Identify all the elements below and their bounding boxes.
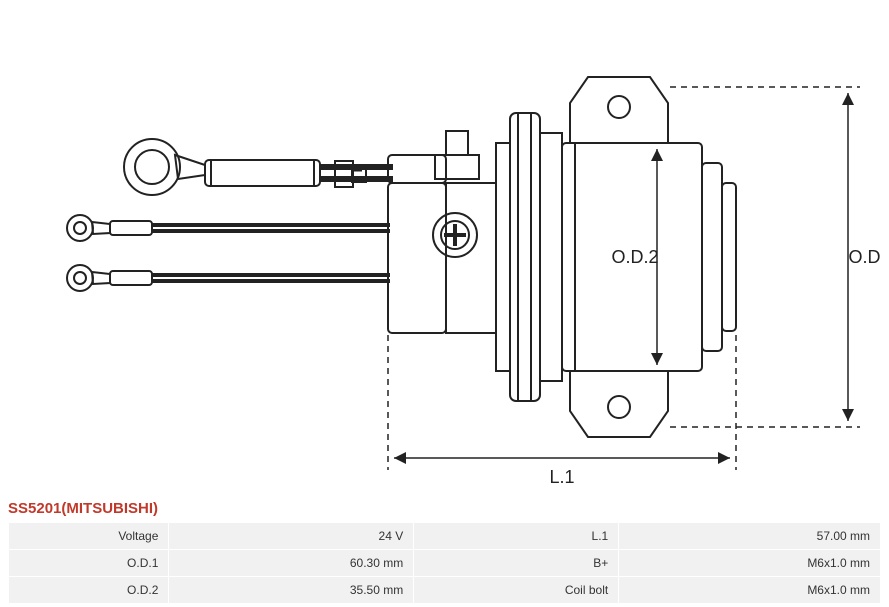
od2-label: O.D.2 [611, 247, 658, 267]
spec-label: B+ [414, 550, 618, 576]
spec-label: O.D.1 [9, 550, 168, 576]
spec-label: L.1 [414, 523, 618, 549]
spec-value: 24 V [169, 523, 413, 549]
spec-value: 60.30 mm [169, 550, 413, 576]
spec-value: M6x1.0 mm [619, 550, 880, 576]
table-row: O.D.2 35.50 mm Coil bolt M6x1.0 mm [9, 577, 880, 603]
part-title-text: SS5201(MITSUBISHI) [8, 500, 158, 517]
spec-value: M6x1.0 mm [619, 577, 880, 603]
part-diagram-svg: O.D.2 O.D.1 L.1 [10, 15, 880, 495]
spec-value: 57.00 mm [619, 523, 880, 549]
technical-drawing: O.D.2 O.D.1 L.1 [10, 15, 880, 495]
spec-table: Voltage 24 V L.1 57.00 mm O.D.1 60.30 mm… [8, 522, 881, 604]
spec-label: O.D.2 [9, 577, 168, 603]
l1-label: L.1 [549, 467, 574, 487]
spec-label: Voltage [9, 523, 168, 549]
table-row: Voltage 24 V L.1 57.00 mm [9, 523, 880, 549]
spec-value: 35.50 mm [169, 577, 413, 603]
od1-label: O.D.1 [848, 247, 880, 267]
part-title: SS5201(MITSUBISHI) [8, 500, 158, 517]
table-row: O.D.1 60.30 mm B+ M6x1.0 mm [9, 550, 880, 576]
spec-label: Coil bolt [414, 577, 618, 603]
